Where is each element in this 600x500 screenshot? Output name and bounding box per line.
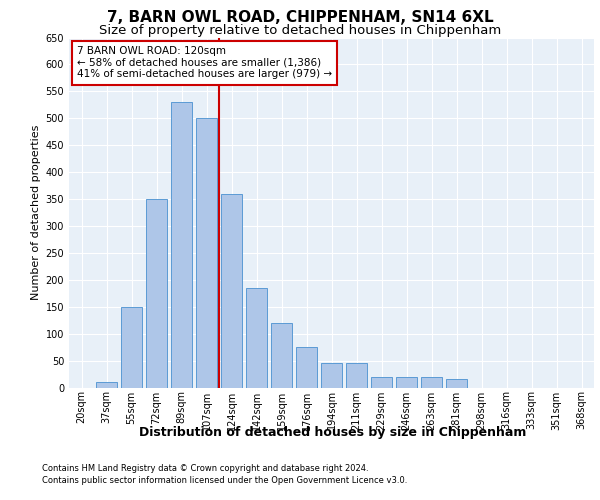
Text: 7, BARN OWL ROAD, CHIPPENHAM, SN14 6XL: 7, BARN OWL ROAD, CHIPPENHAM, SN14 6XL [107, 10, 493, 25]
Bar [296, 347, 317, 388]
Text: Distribution of detached houses by size in Chippenham: Distribution of detached houses by size … [139, 426, 527, 439]
Bar [321, 364, 342, 388]
Y-axis label: Number of detached properties: Number of detached properties [31, 125, 41, 300]
Bar [171, 102, 192, 388]
Bar [196, 118, 217, 388]
Bar [446, 380, 467, 388]
Bar [371, 376, 392, 388]
Bar [96, 382, 117, 388]
Bar [221, 194, 242, 388]
Bar [246, 288, 267, 388]
Text: Contains HM Land Registry data © Crown copyright and database right 2024.: Contains HM Land Registry data © Crown c… [42, 464, 368, 473]
Bar [396, 376, 417, 388]
Text: Contains public sector information licensed under the Open Government Licence v3: Contains public sector information licen… [42, 476, 407, 485]
Bar [121, 306, 142, 388]
Text: 7 BARN OWL ROAD: 120sqm
← 58% of detached houses are smaller (1,386)
41% of semi: 7 BARN OWL ROAD: 120sqm ← 58% of detache… [77, 46, 332, 80]
Bar [346, 364, 367, 388]
Bar [271, 323, 292, 388]
Text: Size of property relative to detached houses in Chippenham: Size of property relative to detached ho… [99, 24, 501, 37]
Bar [421, 376, 442, 388]
Bar [146, 199, 167, 388]
